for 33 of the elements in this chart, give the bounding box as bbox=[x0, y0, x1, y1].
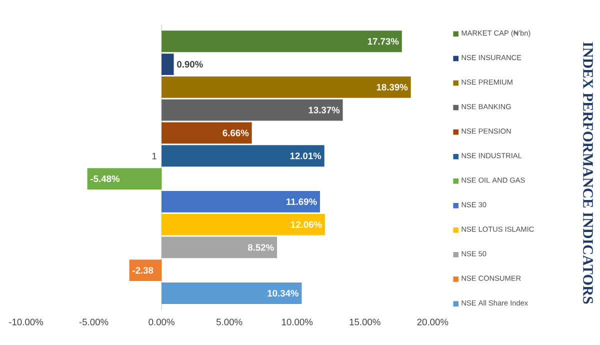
bar bbox=[162, 122, 252, 144]
data-label: 18.39% bbox=[376, 84, 408, 90]
x-tick-label: -5.00% bbox=[79, 318, 108, 326]
bar bbox=[162, 236, 278, 258]
bar bbox=[162, 99, 343, 121]
data-label: 10.34% bbox=[268, 290, 299, 297]
data-label: 17.73% bbox=[368, 38, 399, 45]
data-label: 11.69% bbox=[286, 198, 317, 205]
data-label: 6.66% bbox=[222, 130, 249, 136]
bar bbox=[162, 282, 302, 304]
text: INDEX PERFORMANCE INDICATORS bbox=[583, 42, 593, 304]
x-tick-label: -10.00% bbox=[9, 318, 44, 326]
x-tick-label: 0.00% bbox=[148, 318, 174, 326]
data-label: 12.01% bbox=[290, 152, 322, 160]
data-label: 8.52% bbox=[248, 244, 274, 251]
x-tick-label: 20.00% bbox=[417, 318, 448, 326]
x-tick-label: 5.00% bbox=[216, 318, 242, 326]
x-tick-label: 10.00% bbox=[282, 318, 313, 326]
bar bbox=[162, 145, 324, 167]
bar bbox=[87, 168, 162, 190]
y-tick-label: 1 bbox=[152, 152, 156, 160]
data-label: 12.06% bbox=[291, 221, 322, 228]
data-label: -5.48% bbox=[90, 175, 120, 182]
bar bbox=[162, 54, 174, 75]
bar bbox=[162, 190, 320, 212]
data-label: 13.37% bbox=[308, 106, 340, 114]
bar bbox=[129, 260, 162, 282]
data-label: -2.38 bbox=[132, 267, 154, 274]
bar bbox=[162, 76, 411, 98]
bar bbox=[162, 214, 326, 236]
x-tick-label: 15.00% bbox=[350, 318, 380, 326]
bar bbox=[162, 30, 402, 52]
data-label: 0.90% bbox=[177, 60, 203, 68]
